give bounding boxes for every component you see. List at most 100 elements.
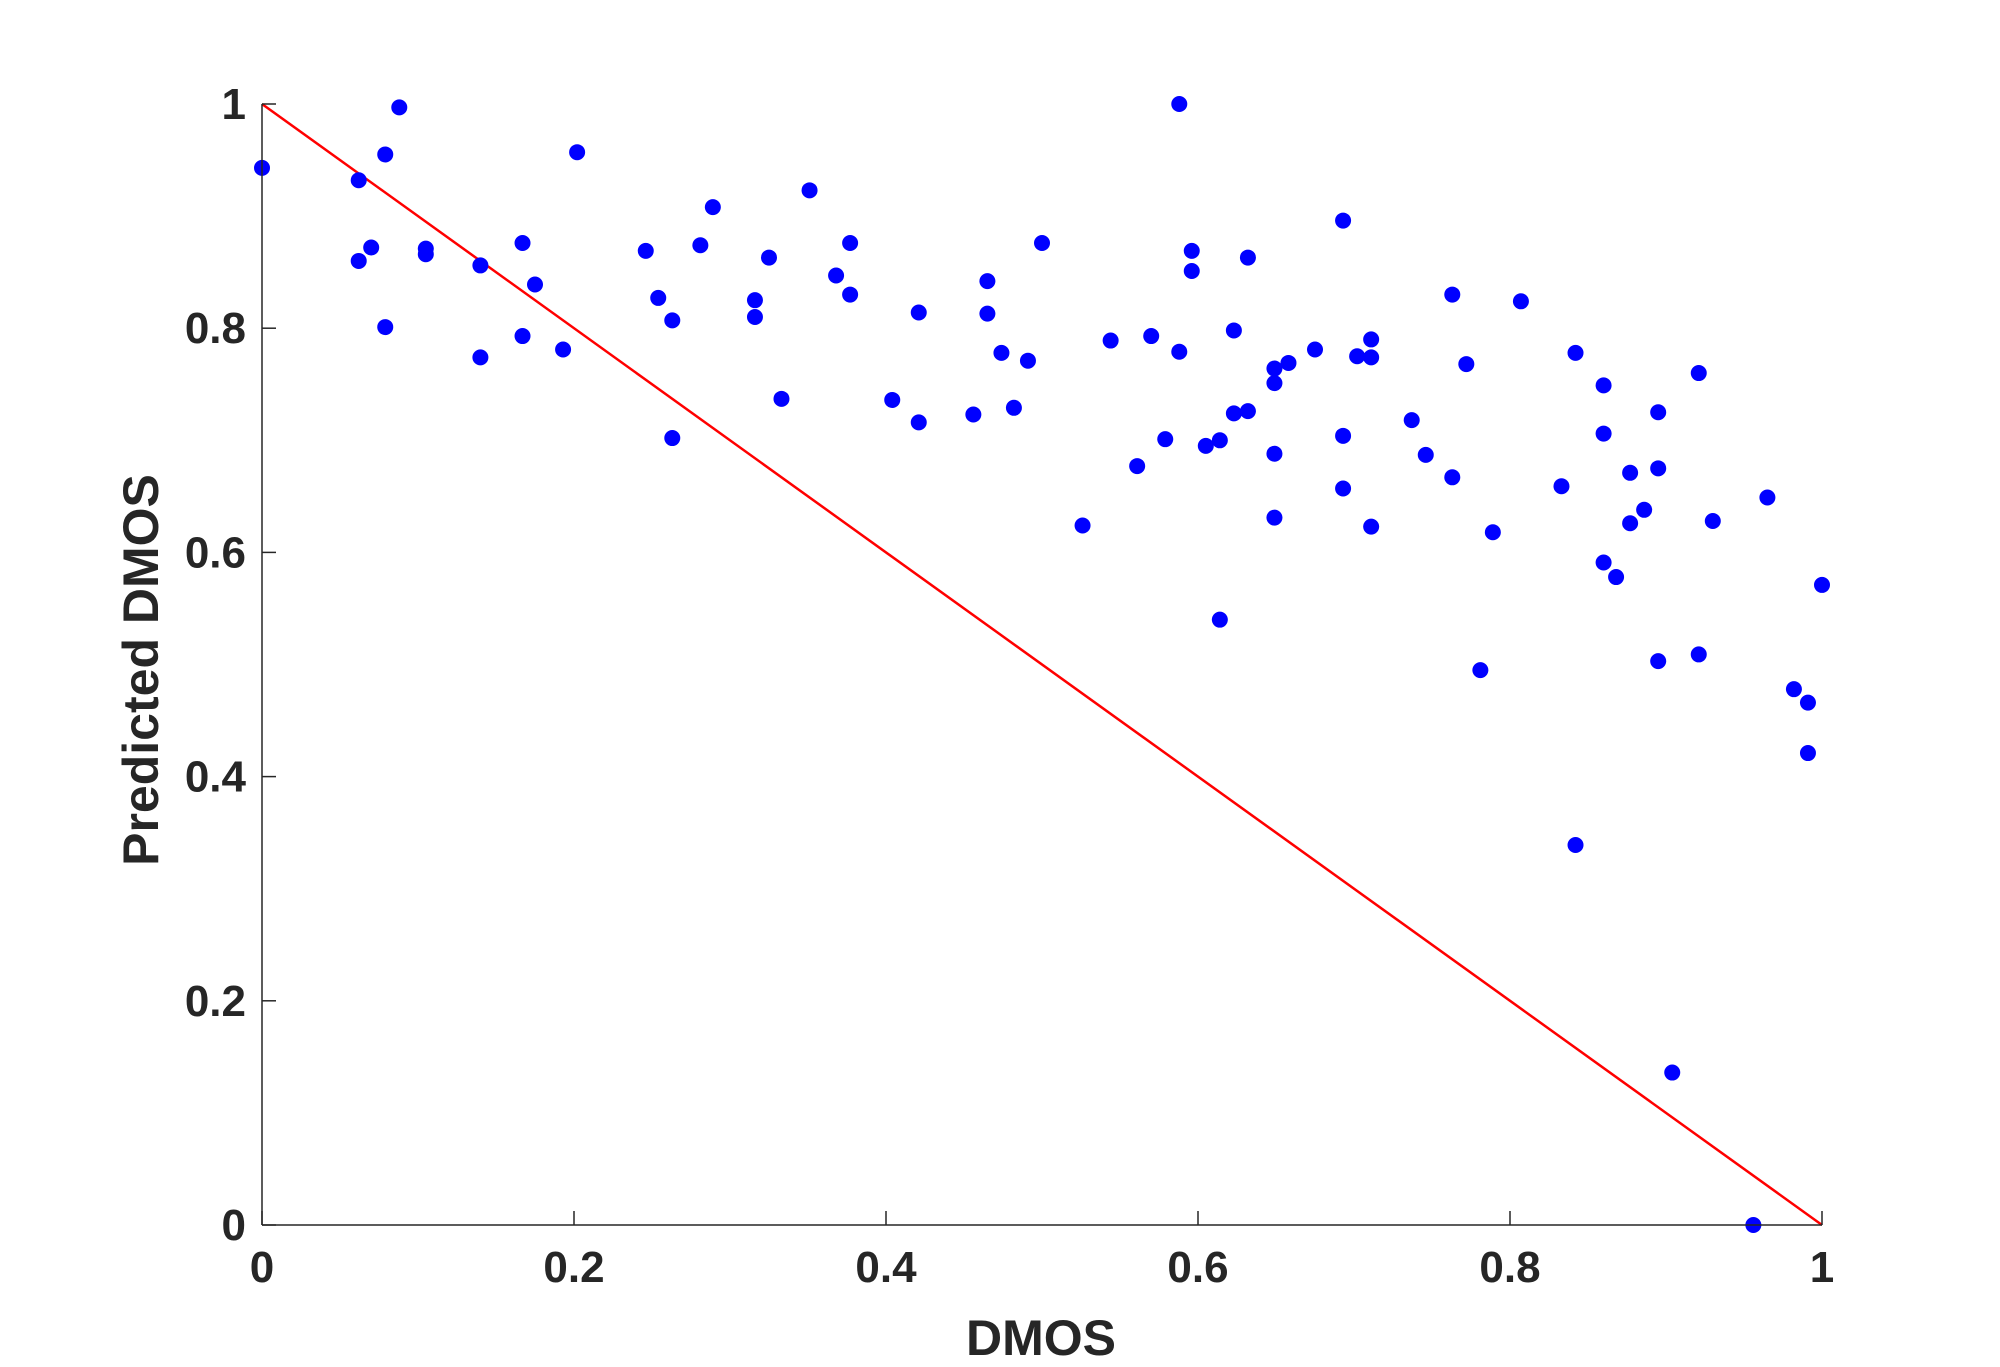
y-tick-label: 0.8 (185, 304, 246, 353)
data-point (979, 273, 996, 290)
data-point (704, 199, 721, 216)
data-point (761, 249, 777, 266)
data-point (842, 286, 859, 303)
data-point (1567, 836, 1584, 853)
x-tick-label: 0 (250, 1243, 274, 1292)
data-point (1704, 513, 1721, 530)
y-tick-label: 0.6 (185, 528, 246, 577)
data-point (746, 308, 763, 325)
data-point (1785, 681, 1802, 698)
data-point (363, 239, 380, 256)
y-tick-label: 0.4 (185, 753, 247, 802)
data-point (514, 235, 531, 252)
data-point (417, 246, 434, 263)
data-point (1472, 662, 1489, 679)
data-point (1650, 460, 1667, 477)
data-point (664, 430, 681, 447)
data-point (1595, 425, 1612, 442)
data-point (1650, 404, 1667, 421)
data-point (1403, 412, 1420, 429)
x-tick-label: 0.6 (1167, 1243, 1228, 1292)
data-point (1484, 524, 1501, 541)
data-point (1664, 1064, 1681, 1081)
data-point (1266, 375, 1283, 392)
data-point (1034, 235, 1050, 252)
data-point (1650, 653, 1667, 670)
data-point (1225, 405, 1242, 422)
data-point (1225, 322, 1242, 339)
data-point (569, 144, 586, 161)
data-point (1636, 501, 1653, 518)
data-point (1335, 212, 1352, 229)
y-tick-label: 0.2 (185, 977, 246, 1026)
data-point (664, 312, 681, 329)
data-point (377, 146, 394, 163)
data-point (1307, 341, 1323, 358)
data-point (1183, 242, 1200, 259)
data-point (1280, 354, 1297, 371)
x-tick-label: 0.2 (543, 1243, 604, 1292)
data-point (650, 289, 667, 306)
y-tick-label: 0 (222, 1201, 246, 1250)
axes (261, 103, 1823, 1226)
data-point (1567, 344, 1584, 361)
data-point (1171, 96, 1188, 112)
reference-line (261, 102, 1823, 1227)
data-point (1266, 445, 1283, 462)
data-point (1595, 377, 1612, 394)
data-point (637, 242, 654, 259)
data-point (801, 182, 818, 199)
data-point (1622, 464, 1639, 481)
data-point (1183, 263, 1200, 280)
data-point (1102, 332, 1119, 349)
data-point (1417, 446, 1434, 463)
data-point (472, 257, 489, 274)
data-point (1690, 365, 1707, 382)
data-point (1074, 517, 1091, 534)
data-point (1799, 694, 1816, 711)
data-point (1239, 249, 1256, 266)
data-point (1814, 576, 1830, 593)
y-axis-title: Predicted DMOS (113, 474, 169, 866)
data-point (1444, 286, 1461, 303)
data-point (1143, 328, 1160, 345)
data-point (1512, 293, 1529, 310)
data-point (1129, 458, 1146, 475)
data-point (1595, 554, 1612, 571)
data-point (350, 252, 367, 269)
data-point (1458, 356, 1475, 373)
data-point (1444, 469, 1461, 486)
data-point (1335, 427, 1352, 444)
data-point (979, 305, 996, 322)
data-point (350, 172, 367, 189)
data-point (746, 292, 763, 309)
data-point (842, 235, 859, 252)
x-tick-label: 0.4 (855, 1243, 917, 1292)
data-point (965, 406, 982, 423)
data-point (1157, 431, 1174, 448)
plot-area (254, 96, 1830, 1233)
data-point (1363, 349, 1380, 366)
data-point (1363, 331, 1380, 348)
data-point (1690, 646, 1707, 663)
data-point (555, 341, 572, 358)
data-point (1211, 611, 1228, 628)
data-point (692, 237, 709, 254)
data-point (1266, 509, 1283, 526)
data-point (1335, 480, 1352, 497)
data-point (773, 390, 790, 407)
data-point (884, 391, 901, 408)
data-point (1759, 489, 1776, 506)
data-point (1197, 437, 1214, 454)
data-point (472, 349, 489, 366)
data-point (1622, 515, 1639, 532)
x-tick-label: 0.8 (1479, 1243, 1540, 1292)
data-point (910, 414, 927, 431)
data-point (1019, 352, 1036, 369)
data-point (1005, 399, 1022, 416)
data-point (1553, 478, 1570, 495)
data-point (1608, 569, 1625, 586)
data-point (527, 276, 543, 293)
